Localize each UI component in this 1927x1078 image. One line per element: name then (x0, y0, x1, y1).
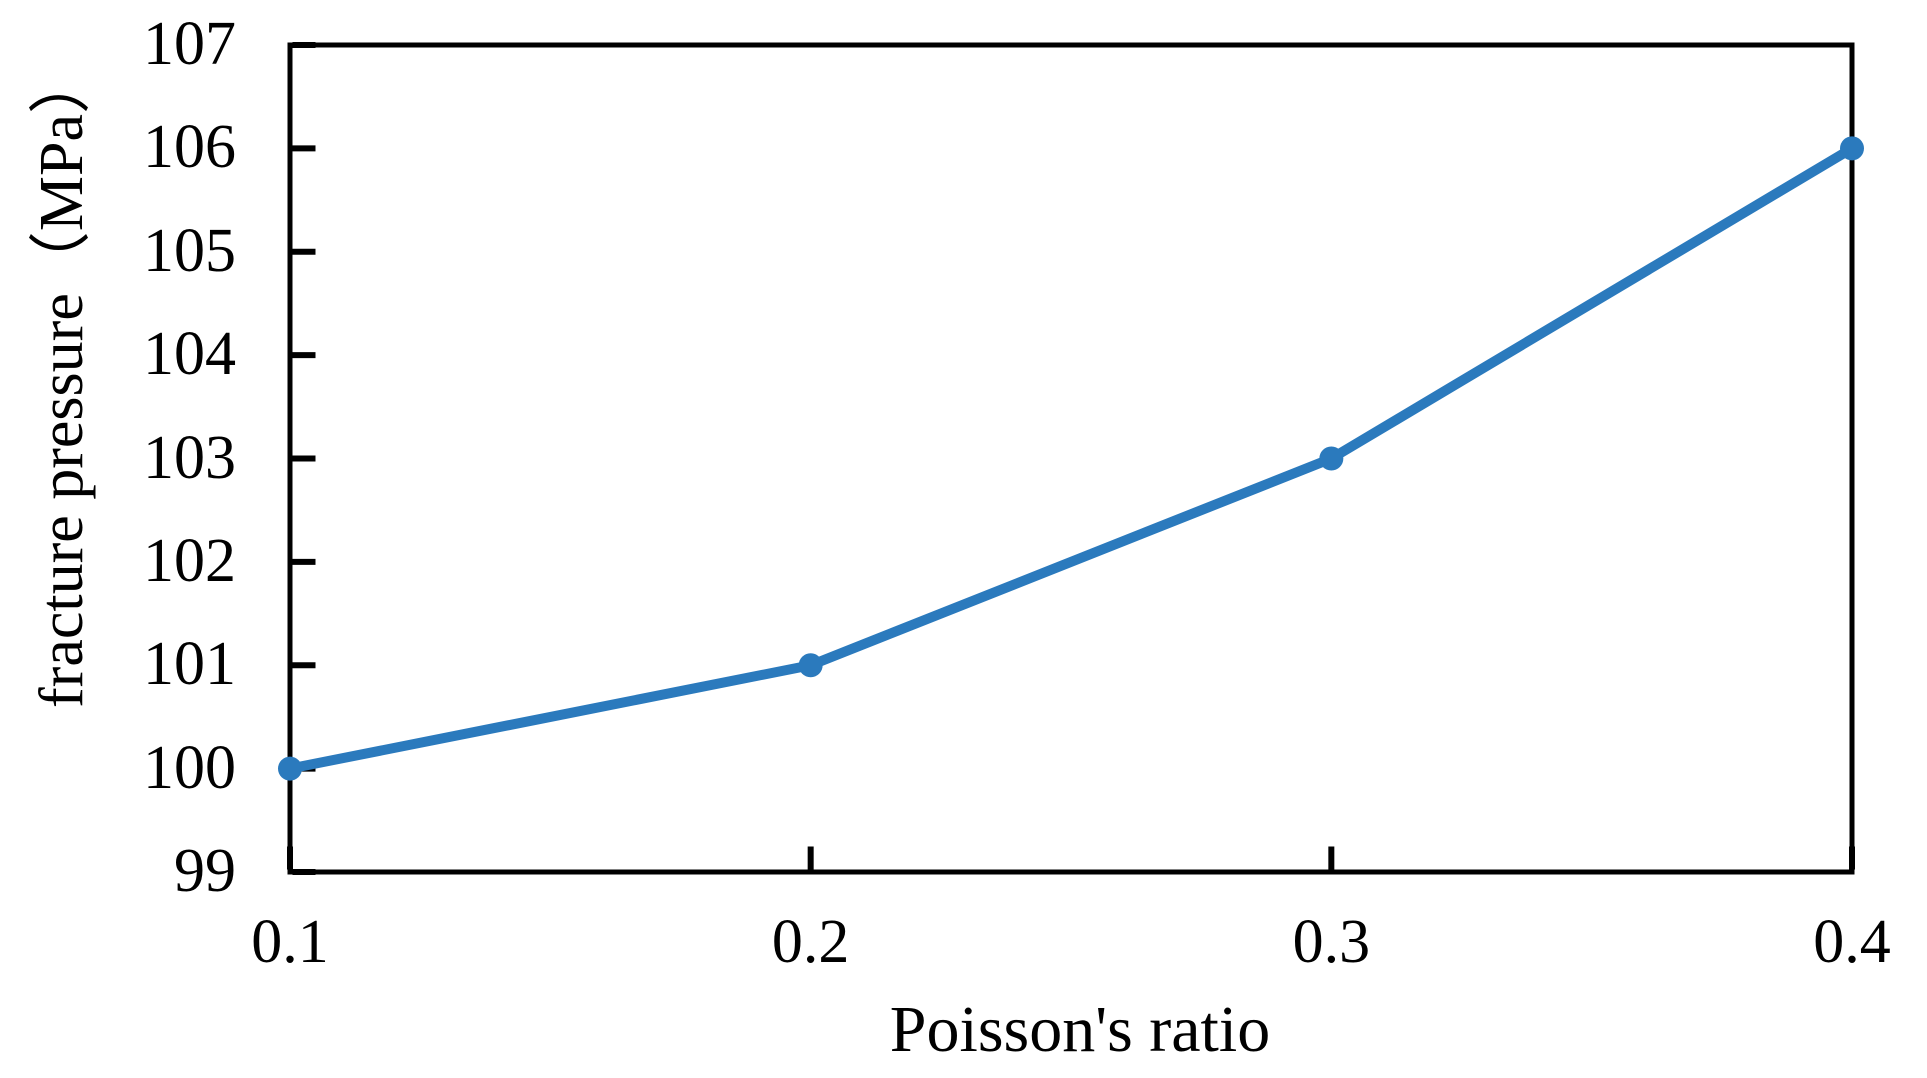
data-point-marker (798, 653, 823, 678)
y-tick-label: 106 (143, 113, 236, 182)
data-line (285, 143, 1857, 774)
plot-border (287, 42, 1855, 875)
x-tick-label: 0.2 (771, 908, 850, 976)
y-tick-label: 101 (143, 630, 236, 699)
data-point-marker (1840, 136, 1864, 161)
y-tick-label: 103 (143, 423, 236, 492)
y-axis-title: fracture pressure（MPa） (28, 52, 96, 708)
data-point-marker (278, 756, 302, 781)
x-axis-title: Poisson's ratio (889, 993, 1271, 1066)
y-tick-label: 107 (143, 9, 236, 78)
y-tick-label: 100 (143, 733, 236, 802)
y-tick-label: 105 (143, 216, 236, 285)
y-tick-label: 102 (143, 526, 236, 595)
y-tick-label: 99 (174, 836, 236, 905)
y-tick-label: 104 (143, 319, 236, 388)
data-point-marker (1319, 446, 1344, 471)
x-tick-label: 0.3 (1292, 908, 1371, 976)
x-tick-label: 0.4 (1813, 908, 1891, 976)
x-tick-label: 0.1 (251, 908, 329, 976)
